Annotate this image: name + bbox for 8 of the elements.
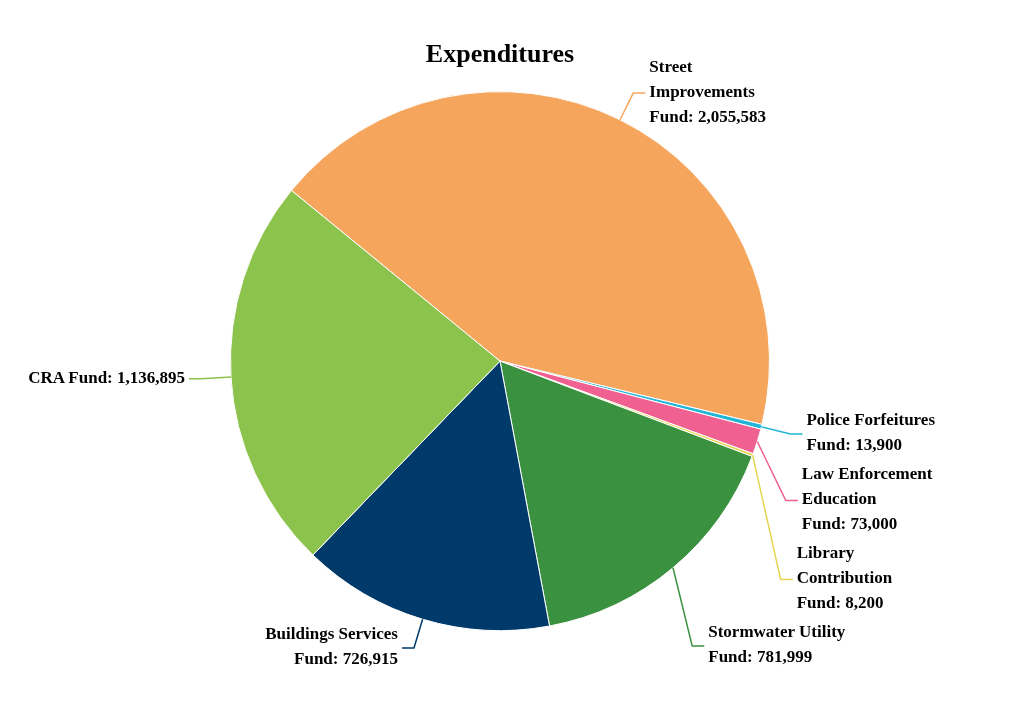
slice-label: Library Contribution Fund: 8,200 [796,543,893,613]
slice-label: CRA Fund: 1,136,895 [28,367,186,387]
chart-title: Expenditures [425,39,575,69]
slice-label: Law Enforcement Education Fund: 73,000 [801,464,933,534]
slice-label: Buildings Services Fund: 726,915 [265,624,399,669]
slice-label: Stormwater Utility Fund: 781,999 [708,622,846,667]
slice-label: Police Forfeitures Fund: 13,900 [806,410,936,455]
slice-label: Street Improvements Fund: 2,055,583 [649,56,767,126]
